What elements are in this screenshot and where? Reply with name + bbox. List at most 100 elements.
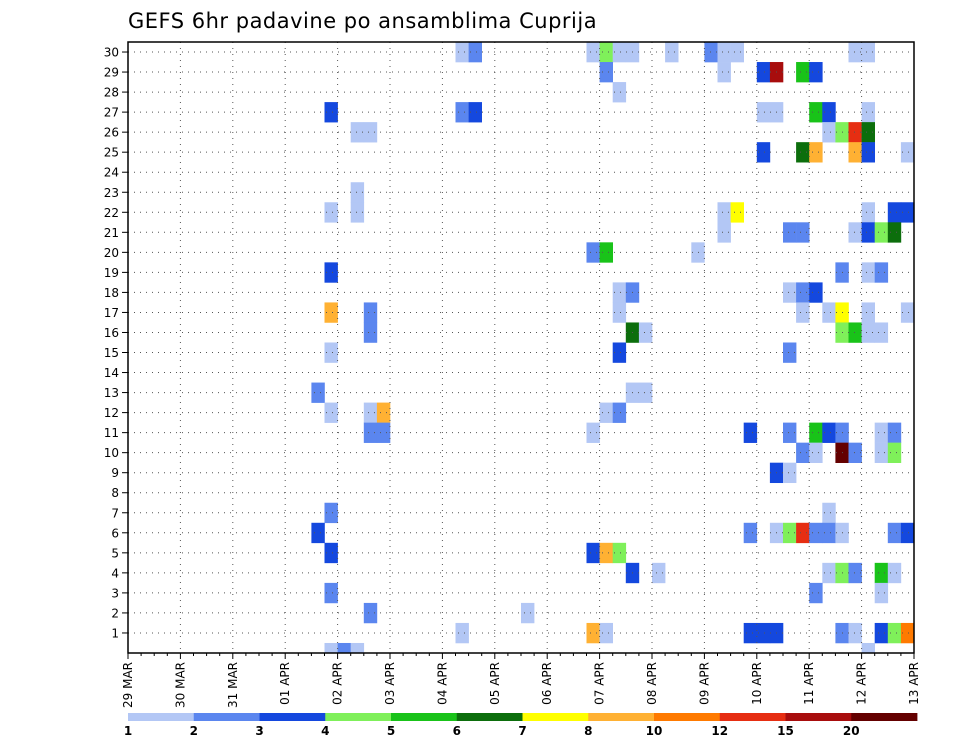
heatmap-cell [887, 522, 902, 544]
legend-label: 10 [646, 724, 663, 738]
x-tick-label: 11 APR [802, 662, 816, 705]
heatmap-cell [586, 622, 600, 644]
heatmap-cell [809, 442, 823, 463]
heatmap-cell [350, 202, 365, 223]
legend-label: 6 [453, 724, 461, 738]
heatmap-cell [874, 262, 889, 283]
legend-label: 15 [777, 724, 794, 738]
heatmap-cell [848, 142, 862, 163]
x-tick-label: 08 APR [645, 662, 659, 705]
heatmap-cell [887, 222, 902, 243]
y-tick-label: 17 [104, 306, 119, 320]
heatmap-cell [363, 322, 378, 343]
heatmap-cell [599, 62, 613, 83]
heatmap-cell [848, 562, 862, 584]
heatmap-cell [874, 442, 889, 463]
legend-label: 2 [190, 724, 198, 738]
heatmap-cell [455, 622, 469, 644]
y-tick-label: 13 [104, 386, 119, 400]
y-tick-label: 1 [111, 626, 119, 640]
heatmap-cell [756, 622, 771, 644]
heatmap-cell [822, 562, 836, 584]
x-tick-label: 09 APR [697, 662, 711, 705]
heatmap-cell [599, 542, 613, 564]
heatmap-cell [861, 142, 875, 163]
legend-swatch [193, 713, 260, 721]
heatmap-cell [521, 602, 535, 624]
heatmap-cell [822, 302, 836, 323]
x-tick-label: 02 APR [331, 662, 345, 705]
heatmap-cell [822, 502, 836, 524]
y-tick-label: 28 [104, 86, 119, 100]
heatmap-cell [324, 502, 338, 524]
heatmap-cell [783, 462, 797, 484]
heatmap-cell [822, 122, 836, 143]
x-tick-label: 29 MAR [121, 662, 135, 708]
y-tick-label: 21 [104, 226, 119, 240]
heatmap-cell [599, 242, 613, 263]
y-tick-label: 30 [104, 46, 119, 60]
x-tick-label: 03 APR [383, 662, 397, 705]
heatmap-cell [861, 222, 875, 243]
legend-swatch [719, 713, 786, 721]
legend-label: 8 [584, 724, 592, 738]
x-tick-label: 01 APR [278, 662, 292, 705]
heatmap-cell [848, 42, 862, 63]
heatmap-cell [612, 82, 627, 103]
y-tick-label: 16 [104, 326, 119, 340]
heatmap-cell [783, 422, 797, 443]
heatmap-cell [743, 622, 758, 644]
heatmap-cell [809, 522, 823, 544]
legend-swatch [456, 713, 523, 721]
heatmap-cells [311, 42, 915, 654]
heatmap-cell [599, 622, 613, 644]
y-tick-label: 9 [111, 466, 119, 480]
heatmap-cell [599, 402, 613, 423]
legend-label: 4 [321, 724, 329, 738]
heatmap-cell [704, 42, 718, 63]
heatmap-cell [874, 622, 889, 644]
heatmap-cell [900, 522, 915, 544]
y-tick-label: 11 [104, 426, 119, 440]
heatmap-cell [612, 302, 627, 323]
heatmap-cell [756, 142, 771, 163]
heatmap-cell [796, 282, 810, 303]
legend-label: 20 [843, 724, 860, 738]
heatmap-cell [324, 202, 338, 223]
heatmap-cell [809, 422, 823, 443]
heatmap-cell [730, 202, 744, 223]
y-tick-label: 3 [111, 586, 119, 600]
heatmap-cell [822, 422, 836, 443]
heatmap-cell [717, 202, 731, 223]
heatmap-cell [887, 442, 902, 463]
heatmap-cell [822, 522, 836, 544]
heatmap-cell [612, 342, 627, 363]
heatmap-cell [809, 582, 823, 604]
heatmap-cell [874, 422, 889, 443]
legend-label: 5 [387, 724, 395, 738]
heatmap-cell [796, 442, 810, 463]
y-tick-label: 23 [104, 186, 119, 200]
y-tick-label: 4 [111, 566, 119, 580]
heatmap-cell [848, 122, 862, 143]
legend-swatch [522, 713, 589, 721]
legend-label: 12 [711, 724, 728, 738]
heatmap-cell [887, 622, 902, 644]
heatmap-cell [350, 642, 365, 654]
x-tick-label: 06 APR [540, 662, 554, 705]
y-tick-label: 24 [104, 166, 119, 180]
heatmap-cell [874, 222, 889, 243]
heatmap-cell [363, 302, 378, 323]
color-legend: 1 2 3 4 5 6 7 8 10 12 15 20 [124, 713, 918, 738]
legend-swatch [785, 713, 852, 721]
heatmap-cell [743, 522, 758, 544]
heatmap-cell [717, 62, 731, 83]
heatmap-cell [861, 122, 875, 143]
y-tick-label: 18 [104, 286, 119, 300]
heatmap-cell [586, 542, 600, 564]
heatmap-cell [363, 422, 378, 443]
legend-swatch [588, 713, 655, 721]
heatmap-cell [324, 302, 338, 323]
heatmap-cell [848, 322, 862, 343]
chart-title: GEFS 6hr padavine po ansamblima Cuprija [128, 9, 597, 33]
